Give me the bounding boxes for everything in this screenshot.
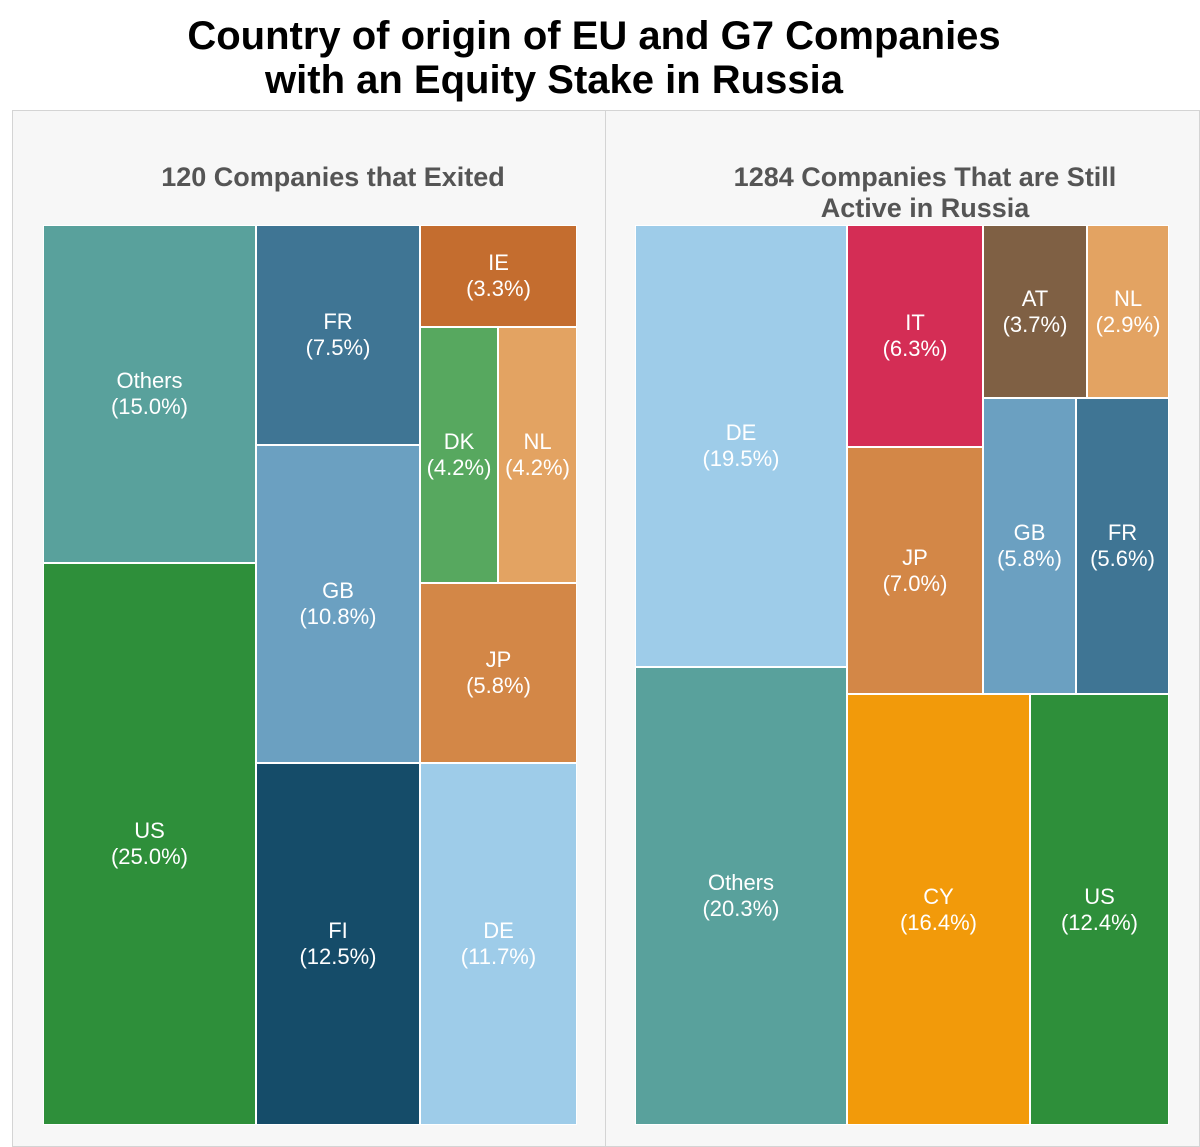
tile-country-label: IE bbox=[488, 250, 509, 275]
tile-country-label: NL bbox=[523, 429, 552, 454]
treemap-tile-us: US (25.0%) bbox=[43, 563, 256, 1125]
tile-label: DK (4.2%) bbox=[421, 429, 497, 481]
tile-percent-label: (11.7%) bbox=[460, 944, 537, 969]
tile-percent-label: (4.2%) bbox=[505, 455, 570, 480]
tile-label: FI (12.5%) bbox=[257, 918, 419, 970]
tile-label: Others (15.0%) bbox=[44, 368, 255, 420]
tile-label: JP (5.8%) bbox=[421, 647, 576, 699]
tile-label: DE (19.5%) bbox=[636, 420, 846, 472]
tile-label: GB (10.8%) bbox=[257, 578, 419, 630]
treemap-tile-gb: GB (10.8%) bbox=[256, 445, 420, 763]
tile-country-label: JP bbox=[485, 647, 512, 672]
tile-label: US (12.4%) bbox=[1031, 884, 1168, 936]
treemap-tile-fr: FR (5.6%) bbox=[1076, 398, 1169, 694]
tile-country-label: DK bbox=[443, 429, 475, 454]
tile-percent-label: (4.2%) bbox=[426, 455, 492, 480]
tile-label: NL (2.9%) bbox=[1088, 286, 1168, 338]
exited-treemap: Others (15.0%) US (25.0%) FR (7.5%) GB (10.8%) F… bbox=[43, 225, 577, 1125]
tile-country-label: NL bbox=[1113, 285, 1143, 311]
tile-label: CY (16.4%) bbox=[848, 884, 1029, 936]
tile-percent-label: (5.8%) bbox=[466, 673, 531, 698]
tile-percent-label: (3.3%) bbox=[466, 276, 531, 301]
exited-panel-title: 120 Companies that Exited bbox=[161, 162, 505, 192]
tile-percent-label: (16.4%) bbox=[899, 909, 978, 935]
tile-percent-label: (25.0%) bbox=[110, 844, 189, 869]
tile-country-label: GB bbox=[322, 578, 354, 603]
active-treemap: DE (19.5%) Others (20.3%) IT (6.3%) AT (3.7%) NL… bbox=[635, 225, 1169, 1125]
tile-percent-label: (5.8%) bbox=[997, 546, 1062, 571]
treemap-tile-us: US (12.4%) bbox=[1030, 694, 1169, 1125]
treemap-tile-gb: GB (5.8%) bbox=[983, 398, 1076, 694]
treemap-tile-at: AT (3.7%) bbox=[983, 225, 1087, 398]
tile-percent-label: (10.8%) bbox=[299, 604, 377, 629]
treemap-tile-dk: DK (4.2%) bbox=[420, 327, 498, 583]
treemap-tile-cy: CY (16.4%) bbox=[847, 694, 1030, 1125]
tile-country-label: FR bbox=[1107, 520, 1138, 545]
chart-title-line2: with an Equity Stake in Russia bbox=[265, 58, 843, 102]
treemap-tile-fi: FI (12.5%) bbox=[256, 763, 420, 1125]
chart-title: Country of origin of EU and G7 Companies… bbox=[0, 14, 1188, 102]
tile-percent-label: (12.5%) bbox=[299, 944, 377, 969]
tile-country-label: CY bbox=[923, 883, 954, 909]
tile-label: FR (7.5%) bbox=[257, 309, 419, 361]
tile-percent-label: (7.0%) bbox=[882, 570, 948, 596]
tile-country-label: GB bbox=[1013, 520, 1046, 545]
tile-country-label: US bbox=[134, 818, 165, 843]
treemap-tile-de: DE (19.5%) bbox=[635, 225, 847, 667]
treemap-tile-ie: IE (3.3%) bbox=[420, 225, 577, 327]
tile-country-label: IT bbox=[905, 310, 925, 335]
treemap-tile-others: Others (20.3%) bbox=[635, 667, 847, 1125]
tile-percent-label: (6.3%) bbox=[882, 336, 948, 361]
treemap-tile-nl: NL (2.9%) bbox=[1087, 225, 1169, 398]
tile-country-label: Others bbox=[707, 870, 775, 895]
treemap-tile-nl: NL (4.2%) bbox=[498, 327, 577, 583]
tile-country-label: AT bbox=[1021, 285, 1049, 311]
tile-label: GB (5.8%) bbox=[984, 520, 1075, 572]
tile-country-label: DE bbox=[725, 420, 757, 445]
tile-label: IT (6.3%) bbox=[848, 310, 982, 362]
treemap-tile-others: Others (15.0%) bbox=[43, 225, 256, 563]
tile-country-label: US bbox=[1084, 883, 1115, 909]
active-panel-title: 1284 Companies That are Still Active in … bbox=[733, 162, 1117, 223]
tile-percent-label: (15.0%) bbox=[110, 394, 189, 419]
treemap-tile-jp: JP (7.0%) bbox=[847, 447, 983, 694]
tile-label: DE (11.7%) bbox=[421, 918, 576, 970]
tile-country-label: DE bbox=[483, 918, 514, 943]
tile-label: AT (3.7%) bbox=[984, 286, 1086, 338]
tile-country-label: Others bbox=[116, 368, 183, 393]
chart-title-line1: Country of origin of EU and G7 Companies bbox=[187, 14, 1001, 58]
tile-label: FR (5.6%) bbox=[1077, 520, 1168, 572]
tile-percent-label: (2.9%) bbox=[1095, 311, 1161, 337]
tile-label: IE (3.3%) bbox=[421, 250, 576, 302]
treemap-tile-jp: JP (5.8%) bbox=[420, 583, 577, 763]
tile-percent-label: (20.3%) bbox=[702, 896, 780, 921]
tile-country-label: FR bbox=[323, 309, 353, 334]
tile-label: NL (4.2%) bbox=[499, 429, 576, 481]
tile-country-label: JP bbox=[902, 544, 928, 570]
tile-percent-label: (3.7%) bbox=[1002, 311, 1068, 337]
tile-percent-label: (12.4%) bbox=[1060, 909, 1139, 935]
tile-country-label: FI bbox=[328, 918, 348, 943]
treemap-tile-fr: FR (7.5%) bbox=[256, 225, 420, 445]
tile-percent-label: (19.5%) bbox=[702, 446, 780, 471]
tile-label: US (25.0%) bbox=[44, 818, 255, 870]
tile-percent-label: (5.6%) bbox=[1090, 546, 1155, 571]
tile-percent-label: (7.5%) bbox=[305, 335, 371, 360]
tile-label: JP (7.0%) bbox=[848, 545, 982, 597]
tile-label: Others (20.3%) bbox=[636, 870, 846, 922]
treemap-tile-it: IT (6.3%) bbox=[847, 225, 983, 447]
treemap-tile-de: DE (11.7%) bbox=[420, 763, 577, 1125]
